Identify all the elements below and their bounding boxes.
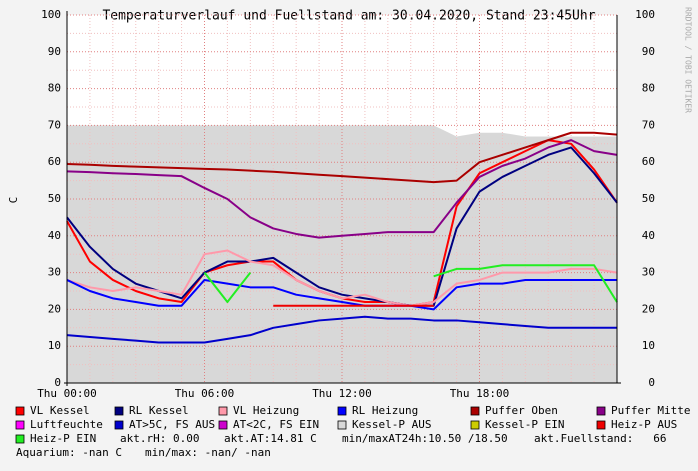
legend-swatch	[596, 420, 606, 430]
y-tick-label-right: 80	[642, 82, 655, 95]
y-tick-label-right: 100	[635, 8, 655, 21]
y-tick-label-right: 10	[642, 339, 655, 352]
x-tick-label: Thu 00:00	[37, 387, 97, 400]
line	[66, 139, 618, 239]
legend-swatch	[114, 406, 124, 416]
y-tick-label-right: 20	[642, 302, 655, 315]
x-tick-label: Thu 12:00	[312, 387, 372, 400]
area	[67, 125, 617, 384]
y-tick-label: 60	[48, 155, 61, 168]
legend-swatch	[218, 406, 228, 416]
y-tick-label: 20	[48, 302, 61, 315]
x-tick-label: Thu 18:00	[450, 387, 510, 400]
x-tick-label: Thu 06:00	[175, 387, 235, 400]
chart-title: Temperaturverlauf und Fuellstand am: 30.…	[102, 9, 595, 24]
legend-label: AT<2C, FS EIN	[233, 418, 319, 431]
legend-note: akt.Fuellstand: 66	[534, 432, 666, 445]
legend-swatch	[337, 420, 347, 430]
legend-label: VL Kessel	[30, 404, 90, 417]
y-tick-label: 90	[48, 45, 61, 58]
legend-note: Aquarium: -nan C	[16, 446, 122, 459]
y-tick-label-right: 90	[642, 45, 655, 58]
legend-swatch	[470, 420, 480, 430]
legend-label: AT>5C, FS AUS	[129, 418, 215, 431]
y-tick-label-right: 30	[642, 266, 655, 279]
y-tick-label-right: 70	[642, 118, 655, 131]
legend-label: Heiz-P AUS	[611, 418, 677, 431]
legend-swatch	[337, 406, 347, 416]
legend-label: RL Kessel	[129, 404, 189, 417]
y-tick-label-right: 40	[642, 229, 655, 242]
legend-label: Puffer Mitte	[611, 404, 690, 417]
legend-swatch	[596, 406, 606, 416]
line	[66, 249, 618, 307]
legend-label: Kessel-P AUS	[352, 418, 431, 431]
line	[433, 264, 618, 303]
legend-note: akt.rH: 0.00	[120, 432, 199, 445]
legend-note: min/maxAT24h:10.50 /18.50	[342, 432, 508, 445]
y-tick-label: 10	[48, 339, 61, 352]
line	[203, 271, 252, 304]
y-axis-label: C	[7, 197, 20, 204]
legend-swatch	[15, 420, 25, 430]
line	[66, 315, 617, 344]
legend-note: min/max: -nan/ -nan	[145, 446, 271, 459]
legend-label: RL Heizung	[352, 404, 418, 417]
legend-note: akt.AT:14.81 C	[224, 432, 317, 445]
y-tick-label: 100	[41, 8, 61, 21]
y-tick-label: 40	[48, 229, 61, 242]
line	[66, 278, 617, 311]
y-tick-label: 70	[48, 118, 61, 131]
y-tick-label: 30	[48, 266, 61, 279]
legend-swatch	[470, 406, 480, 416]
y-tick-label-right: 50	[642, 192, 655, 205]
y-tick-label-right: 0	[648, 376, 655, 389]
watermark: RRDTOOL / TOBI OETIKER	[684, 7, 693, 113]
legend-label: Kessel-P EIN	[485, 418, 564, 431]
legend-label: VL Heizung	[233, 404, 299, 417]
line	[66, 131, 618, 184]
legend-swatch	[15, 406, 25, 416]
y-tick-label: 80	[48, 82, 61, 95]
legend-label: Puffer Oben	[485, 404, 558, 417]
y-tick-label: 50	[48, 192, 61, 205]
y-tick-label: 0	[54, 376, 61, 389]
legend-swatch	[218, 420, 228, 430]
y-tick-label-right: 60	[642, 155, 655, 168]
legend-swatch	[15, 434, 25, 444]
legend-swatch	[114, 420, 124, 430]
legend-label: Luftfeuchte	[30, 418, 103, 431]
legend-label: Heiz-P EIN	[30, 432, 96, 445]
